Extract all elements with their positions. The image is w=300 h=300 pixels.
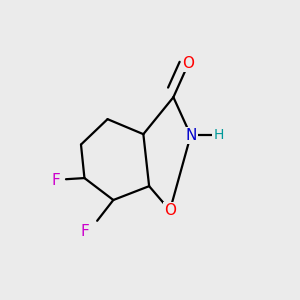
Text: N: N xyxy=(185,128,196,143)
Text: F: F xyxy=(51,173,60,188)
Text: O: O xyxy=(164,203,176,218)
Text: H: H xyxy=(213,128,224,142)
Text: F: F xyxy=(80,224,89,239)
Text: O: O xyxy=(182,56,194,71)
